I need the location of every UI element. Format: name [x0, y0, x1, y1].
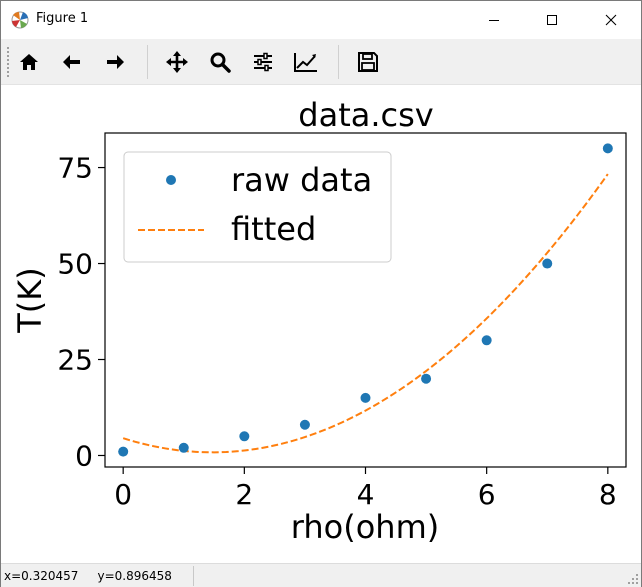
- configure-subplots-icon: [254, 52, 272, 72]
- data-point: [360, 392, 371, 403]
- edit-axis-button[interactable]: [291, 47, 321, 77]
- fitted-series: [122, 173, 609, 454]
- maximize-button[interactable]: [529, 1, 575, 39]
- zoom-button[interactable]: [205, 47, 235, 77]
- minimize-icon: [489, 20, 499, 21]
- x-axis-label: rho(ohm): [291, 508, 439, 546]
- chart-title: data.csv: [298, 96, 433, 134]
- back-button[interactable]: [57, 47, 87, 77]
- toolbar-grip[interactable]: [7, 47, 10, 77]
- x-tick-label: 0: [114, 478, 132, 511]
- close-icon: [605, 14, 617, 26]
- title-bar: Figure 1: [1, 1, 641, 39]
- y-tick-label: 25: [57, 344, 93, 377]
- legend-marker-raw-data: [166, 175, 176, 185]
- toolbar-separator: [338, 45, 339, 79]
- save-button[interactable]: [353, 47, 383, 77]
- x-tick-label: 4: [357, 478, 375, 511]
- data-point: [542, 258, 553, 269]
- x-tick-label: 8: [599, 478, 617, 511]
- data-point: [421, 373, 432, 384]
- configure-subplots-button[interactable]: [248, 47, 278, 77]
- toolbar-separator: [147, 45, 148, 79]
- cursor-coordinates: x=0.320457 y=0.896458: [4, 569, 172, 583]
- home-button[interactable]: [14, 47, 44, 77]
- forward-button[interactable]: [100, 47, 130, 77]
- raw-data-series: [118, 143, 613, 457]
- legend-frame: [123, 151, 392, 263]
- tick-group: 0 2 4 6 8 0 25 50 75: [57, 152, 616, 511]
- forward-arrow-icon: [107, 55, 124, 69]
- data-point: [602, 143, 613, 154]
- fitted-line: [122, 173, 609, 454]
- home-icon: [20, 54, 38, 70]
- y-tick-label: 0: [75, 439, 93, 472]
- figure-canvas[interactable]: data.csv 0 2 4 6 8 0 25 50 75 rho(ohm) T(K) raw …: [1, 86, 641, 563]
- pan-button[interactable]: [162, 47, 192, 77]
- x-tick-label: 6: [478, 478, 496, 511]
- data-point: [178, 442, 189, 453]
- pan-icon: [166, 51, 188, 73]
- edit-axis-icon: [294, 53, 317, 72]
- minimize-button[interactable]: [471, 1, 517, 39]
- data-point: [481, 335, 492, 346]
- save-icon: [358, 52, 378, 72]
- zoom-icon: [210, 52, 231, 73]
- close-button[interactable]: [588, 1, 634, 39]
- resize-grip-icon[interactable]: [627, 573, 639, 585]
- maximize-icon: [547, 15, 557, 25]
- back-arrow-icon: [63, 55, 80, 69]
- window-title: Figure 1: [36, 11, 89, 26]
- y-tick-label: 75: [57, 152, 93, 185]
- data-point: [118, 446, 129, 457]
- legend: raw data fitted: [123, 151, 392, 263]
- y-axis-label: T(K): [11, 267, 49, 334]
- y-tick-label: 50: [57, 248, 93, 281]
- data-point: [299, 419, 310, 430]
- x-tick-label: 2: [235, 478, 253, 511]
- navigation-toolbar: [1, 39, 641, 85]
- matplotlib-icon: [10, 10, 30, 30]
- legend-label-fitted: fitted: [231, 210, 316, 248]
- status-bar: x=0.320457 y=0.896458: [1, 563, 641, 587]
- plot-svg[interactable]: data.csv 0 2 4 6 8 0 25 50 75 rho(ohm) T(K) raw …: [1, 86, 641, 563]
- status-separator: [193, 566, 194, 586]
- legend-label-raw-data: raw data: [231, 161, 372, 199]
- data-point: [239, 431, 250, 442]
